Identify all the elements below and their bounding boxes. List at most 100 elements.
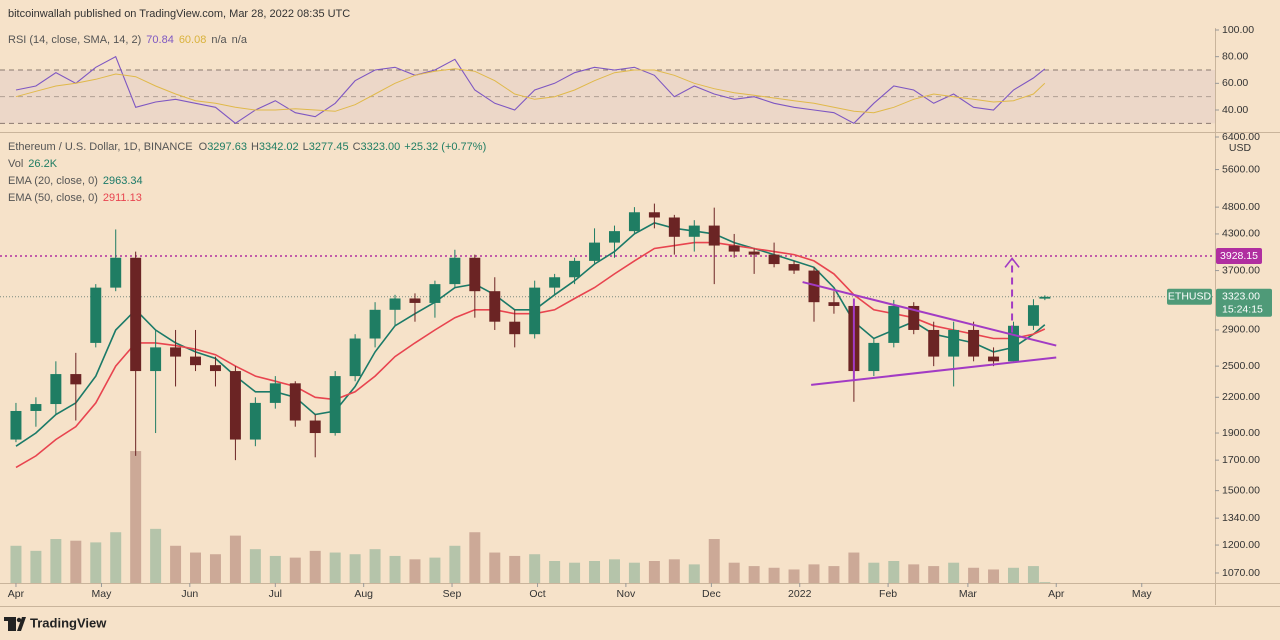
volume-bar (948, 562, 960, 583)
candle-body (70, 374, 82, 385)
candle-body (110, 257, 122, 288)
level-label-box (1216, 247, 1262, 264)
ohlc-values: O3297.63 H3342.02 L3277.45 C3323.00 (199, 141, 401, 153)
ohlc-key: H (251, 141, 259, 153)
x-tick-label: Sep (443, 588, 462, 600)
volume-bar (329, 552, 341, 583)
rsi-legend: RSI (14, close, SMA, 14, 2) 70.84 60.08 n/a… (8, 34, 248, 46)
x-tick-label: Oct (529, 588, 545, 600)
x-tick-label: Jun (181, 588, 198, 600)
volume-bar (389, 555, 401, 583)
volume-bar (748, 566, 760, 583)
volume-last: 26.2K (28, 158, 57, 170)
volume-bar (1027, 566, 1039, 583)
arrow-head (1004, 257, 1020, 268)
rsi-pane: 100.00 80.00 60.00 40.00 (0, 24, 1254, 124)
volume-bar (70, 540, 82, 583)
ema20-name: EMA (20, close, 0) (8, 175, 98, 187)
candle-body (170, 347, 182, 357)
volume-bar (349, 554, 361, 583)
candle-body (309, 420, 321, 434)
ema50-last: 2911.13 (103, 192, 142, 204)
level-label: 3928.15 (1220, 250, 1258, 262)
x-tick-label: May (92, 588, 113, 600)
y-tick-label: 5600.00 (1222, 163, 1260, 175)
volume-bar (569, 562, 581, 583)
y-tick-label: 40.00 (1222, 104, 1248, 116)
volume-bar (648, 561, 660, 583)
x-tick-label: Aug (354, 588, 373, 600)
candle-body (50, 374, 62, 405)
candle-body (968, 329, 980, 357)
price-unit: USD (1229, 142, 1252, 154)
candle-body (549, 277, 561, 288)
candle-body (90, 287, 102, 343)
candle-body (249, 402, 261, 440)
candle-body (828, 302, 840, 306)
ema50-name: EMA (50, close, 0) (8, 192, 98, 204)
candle-body (369, 309, 381, 339)
volume-bar (788, 569, 800, 583)
y-tick-label: 100.00 (1222, 24, 1254, 36)
candle-body (130, 257, 142, 372)
x-tick-label: Nov (617, 588, 636, 600)
candle-body (728, 245, 740, 252)
candle-body (589, 242, 601, 261)
volume-bar (50, 539, 62, 583)
series-line (15, 68, 1046, 114)
candle-body (489, 291, 501, 322)
volume-bar (848, 552, 860, 583)
x-tick-label: 2022 (788, 588, 812, 600)
candle-body (788, 264, 800, 271)
candle-body (289, 383, 301, 421)
candle-body (668, 217, 680, 237)
volume-bar (469, 532, 481, 583)
candle-body (229, 371, 241, 440)
footer-brand: TradingView (30, 615, 107, 630)
candle-body (449, 257, 461, 285)
volume-bar (150, 528, 162, 583)
change-value: +25.32 (+0.77%) (404, 141, 486, 153)
ohlc-value: 3342.02 (259, 141, 299, 153)
candle-body (808, 270, 820, 303)
x-tick-label: Dec (702, 588, 721, 600)
candle-body (988, 356, 1000, 362)
volume-bar (708, 539, 720, 583)
volume-bar (529, 554, 541, 583)
ohlc-key: L (303, 141, 309, 153)
candle-body (30, 404, 42, 411)
volume-bar (289, 557, 301, 583)
volume-legend: Vol 26.2K (8, 158, 58, 170)
volume-bar (589, 561, 601, 583)
volume-bar (90, 542, 102, 583)
candle-body (868, 342, 880, 372)
y-tick-label: 1200.00 (1222, 539, 1260, 551)
candle-body (1039, 296, 1051, 299)
candle-body (349, 338, 361, 377)
volume-bar (190, 552, 202, 583)
symbol-label: ETHUSD (1168, 291, 1212, 303)
ohlc-value: 3323.00 (361, 141, 401, 153)
volume-bar (509, 555, 521, 583)
price-label: 3323.00 (1222, 291, 1260, 303)
y-tick-label: 1340.00 (1222, 512, 1260, 524)
x-tick-label: Apr (8, 588, 25, 600)
candle-body (608, 231, 620, 243)
y-tick-label: 4800.00 (1222, 201, 1260, 213)
volume-bar (549, 561, 561, 583)
volume-bar (30, 550, 42, 583)
y-tick-label: 1700.00 (1222, 454, 1260, 466)
volume-bar (868, 562, 880, 583)
volume-bar (369, 549, 381, 583)
volume-bar (269, 555, 281, 583)
rsi-title: RSI (14, close, SMA, 14, 2) (8, 34, 141, 46)
candle-body (948, 329, 960, 357)
candle-body (389, 298, 401, 310)
y-tick-label: 60.00 (1222, 77, 1248, 89)
candle-body (928, 329, 940, 357)
volume-bar (489, 552, 501, 583)
candle-body (209, 365, 221, 372)
candle-body (190, 356, 202, 366)
